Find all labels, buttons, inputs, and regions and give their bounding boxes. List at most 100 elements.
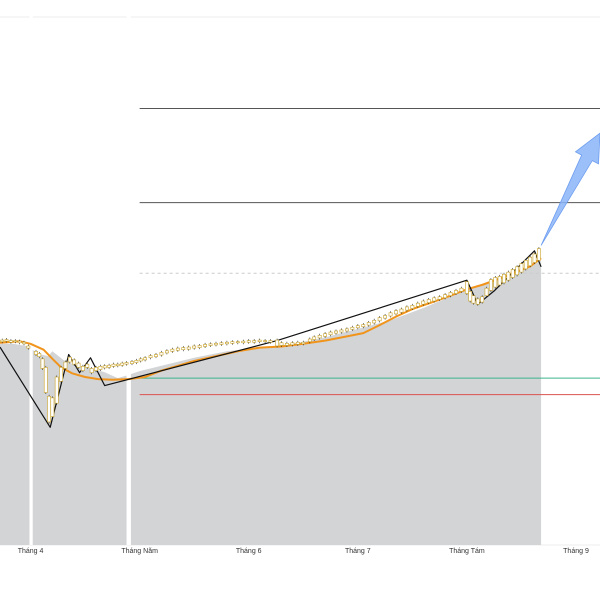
candle-body [426,299,431,303]
candle-body [159,352,164,356]
candle-body [377,317,382,322]
candle-body [355,325,360,329]
candle-body [26,345,31,349]
candle-body [489,279,493,291]
candle-body [317,334,322,339]
candle-body [295,341,300,345]
candle-body [9,340,13,343]
candle-body [143,357,147,361]
candle-body [410,305,415,309]
annotation-arrow [540,132,600,246]
candle-body [307,338,312,342]
candle-body [448,292,453,296]
candle-body [372,319,377,324]
x-tick-label: Tháng 4 [18,548,44,555]
candle-body [120,362,125,366]
x-tick-label: Tháng 6 [236,548,262,555]
candle-body [165,350,169,354]
candle-body [465,281,469,294]
candle-body [181,347,186,351]
candle-body [214,343,218,346]
candle-body [437,296,442,300]
candle-body [510,269,515,278]
candle-body [170,348,175,352]
candle-body [37,353,42,357]
candle-body [130,361,134,364]
candle-body [241,340,246,344]
candle-body [81,366,85,371]
candle-body [102,365,107,369]
candle-body [94,367,98,371]
candle-body [523,260,528,270]
candle-body [268,340,273,343]
candle-body [263,340,267,343]
candle-body [203,344,207,347]
candle-body [225,341,229,345]
candle-body [230,341,235,344]
candle-body [301,341,306,345]
x-tick-label: Tháng Tám [449,548,485,555]
candle-body [17,340,22,344]
candle-body [154,354,158,357]
candle-body [497,276,502,286]
candle-body [443,294,447,299]
candle-body [34,351,38,355]
candle-body [246,340,251,343]
candle-body [350,326,355,330]
shaded-area [0,260,542,545]
candle-body [138,358,143,362]
candle-body [361,324,366,328]
candle-body [432,297,437,302]
candle-body [493,277,498,288]
candle-body [47,395,51,423]
candle-body [388,312,393,317]
candle-body [175,347,180,351]
candle-body [85,363,90,368]
candle-body [107,364,111,368]
candle-body [471,295,476,304]
candle-body [192,345,197,349]
candle-body [290,342,295,346]
candle-body [275,339,279,347]
candle-body [285,343,289,346]
x-tick-label: Tháng 9 [563,548,589,555]
series-line-0 [0,257,542,381]
candle-body [76,362,81,368]
candle-body [506,271,511,281]
candle-body [59,367,63,382]
candle-body [0,339,5,343]
candle-body [475,298,480,305]
candle-body [22,341,26,345]
candles-layer [0,247,541,424]
candle-body [334,330,338,334]
candle-body [4,339,9,342]
candle-body [454,290,458,294]
candle-body [484,287,489,296]
candle-body [279,342,284,346]
candle-body [421,300,426,305]
candle-body [235,341,240,344]
candle-body [124,362,129,365]
candle-body [405,306,409,311]
arrow-layer [540,132,600,246]
candle-body [54,376,59,404]
shaded-area-layer [0,10,542,545]
candle-body [339,329,344,333]
candle-body [394,310,398,315]
candle-body [43,367,48,393]
candle-body [98,366,103,370]
candle-body [186,346,191,350]
candle-body [515,266,519,276]
candle-body [399,308,404,313]
candle-body [208,343,213,346]
candle-body [67,356,72,363]
candle-body [252,340,257,343]
area-gap-1 [126,10,131,545]
candle-body [468,291,473,302]
candle-body [366,322,371,326]
candle-body [50,397,55,417]
x-tick-label: Tháng 7 [345,548,371,555]
candle-body [312,336,317,340]
